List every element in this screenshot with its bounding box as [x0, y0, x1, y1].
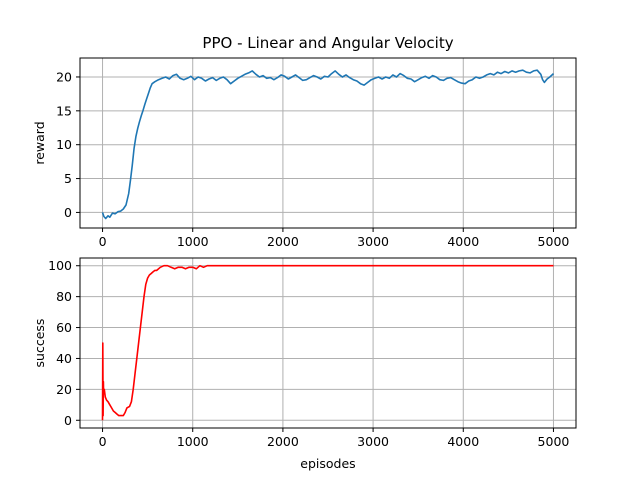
y-tick-label: 20: [56, 69, 72, 84]
y-tick-label: 20: [56, 382, 72, 397]
y-axis-label: reward: [32, 121, 47, 164]
y-tick-label: 60: [56, 320, 72, 335]
x-tick-label: 0: [99, 234, 107, 249]
y-tick-label: 5: [64, 171, 72, 186]
x-tick-label: 2000: [267, 234, 299, 249]
y-tick-label: 15: [56, 103, 72, 118]
x-axis-label: episodes: [300, 456, 355, 471]
y-tick-label: 0: [64, 205, 72, 220]
grid: [80, 258, 576, 428]
y-tick-label: 100: [48, 258, 72, 273]
x-tick-label: 0: [99, 434, 107, 449]
axes-frame: [79, 57, 577, 229]
reward-series-line: [101, 69, 555, 220]
y-tick-label: 10: [56, 137, 72, 152]
y-tick-label: 80: [56, 289, 72, 304]
x-tick-label: 2000: [267, 434, 299, 449]
x-tick-label: 4000: [447, 234, 479, 249]
success-plot: 0 1000 2000 3000 4000 5000 0 20 40 60 80 100 success…: [32, 257, 577, 471]
y-axis-label: success: [32, 319, 47, 368]
axes-frame: [79, 257, 577, 429]
x-tick-label: 5000: [538, 234, 570, 249]
success-series-line: [101, 264, 554, 421]
y-tick-label: 0: [64, 413, 72, 428]
x-tick-label: 3000: [357, 234, 389, 249]
x-tick-label: 5000: [538, 434, 570, 449]
x-tick-label: 3000: [357, 434, 389, 449]
chart-title: PPO - Linear and Angular Velocity: [202, 34, 453, 52]
reward-plot: 0 1000 2000 3000 4000 5000 0 5 10 15 20 reward: [32, 57, 577, 249]
x-tick-label: 4000: [447, 434, 479, 449]
x-tick-label: 1000: [177, 234, 209, 249]
y-tick-label: 40: [56, 351, 72, 366]
x-tick-label: 1000: [177, 434, 209, 449]
